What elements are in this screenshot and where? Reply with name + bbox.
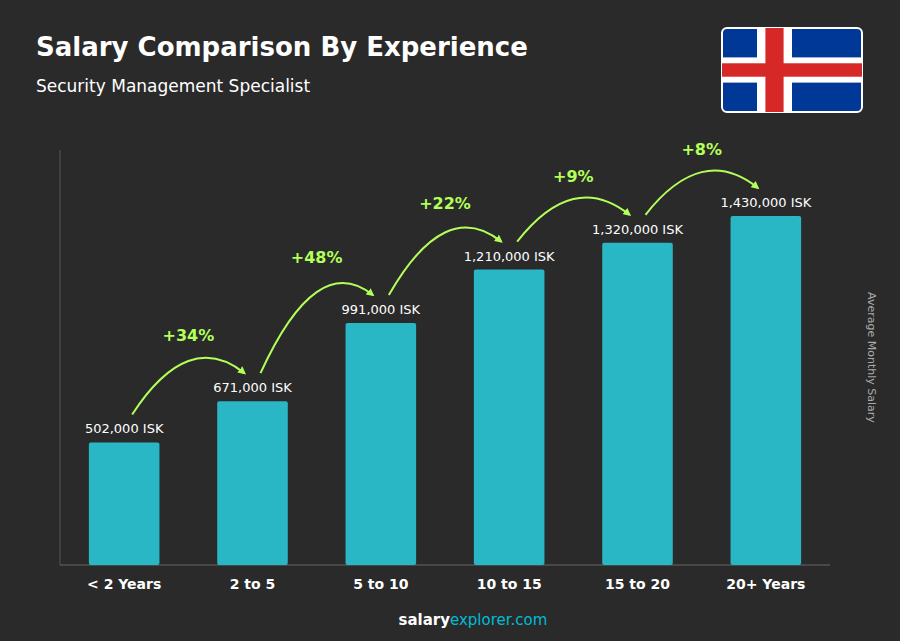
x-tick-label: 15 to 20	[605, 576, 670, 592]
x-tick-label: 2 to 5	[230, 576, 276, 592]
data-label: 1,430,000 ISK	[720, 195, 811, 210]
footer-part: salary	[399, 611, 451, 629]
subtitle: Security Management Specialist	[36, 76, 310, 96]
data-label: 1,210,000 ISK	[464, 249, 555, 264]
data-label: 991,000 ISK	[342, 302, 421, 317]
chart-svg: Salary Comparison By Experience Security …	[0, 0, 900, 641]
bars	[89, 216, 801, 565]
annotation-arrow	[132, 358, 244, 415]
bar	[602, 243, 673, 565]
annotation: +8%	[681, 140, 722, 159]
bar	[731, 216, 802, 565]
annotation: +48%	[291, 248, 343, 267]
footer-part: explorer.com	[450, 611, 547, 629]
annotation: +9%	[553, 167, 594, 186]
annotation: +22%	[419, 194, 471, 213]
bar	[474, 270, 545, 565]
bar	[89, 442, 160, 565]
data-label: 1,320,000 ISK	[592, 222, 683, 237]
data-label: 502,000 ISK	[85, 421, 164, 436]
flag	[722, 28, 862, 112]
annotation-arrow	[389, 228, 501, 296]
flag-field	[722, 28, 862, 112]
title: Salary Comparison By Experience	[36, 32, 528, 62]
annotation-arrow	[646, 171, 758, 215]
x-tick-label: < 2 Years	[87, 576, 161, 592]
flag-cross-red-h	[722, 63, 862, 76]
background	[0, 0, 900, 641]
x-tick-label: 5 to 10	[353, 576, 409, 592]
x-axis-line	[60, 565, 830, 566]
annotation-arrow	[261, 283, 373, 373]
y-axis-line	[60, 150, 61, 565]
annotation-arrow	[517, 197, 629, 241]
data-label: 671,000 ISK	[213, 380, 292, 395]
flag-cross-red-v	[765, 28, 783, 112]
chart-container: Salary Comparison By Experience Security …	[0, 0, 900, 641]
annotation: +34%	[162, 326, 214, 345]
x-tick-label: 20+ Years	[726, 576, 805, 592]
bar	[346, 323, 417, 565]
bar	[217, 401, 288, 565]
y-axis-label: Average Monthly Salary	[865, 292, 878, 423]
x-tick-label: 10 to 15	[477, 576, 542, 592]
